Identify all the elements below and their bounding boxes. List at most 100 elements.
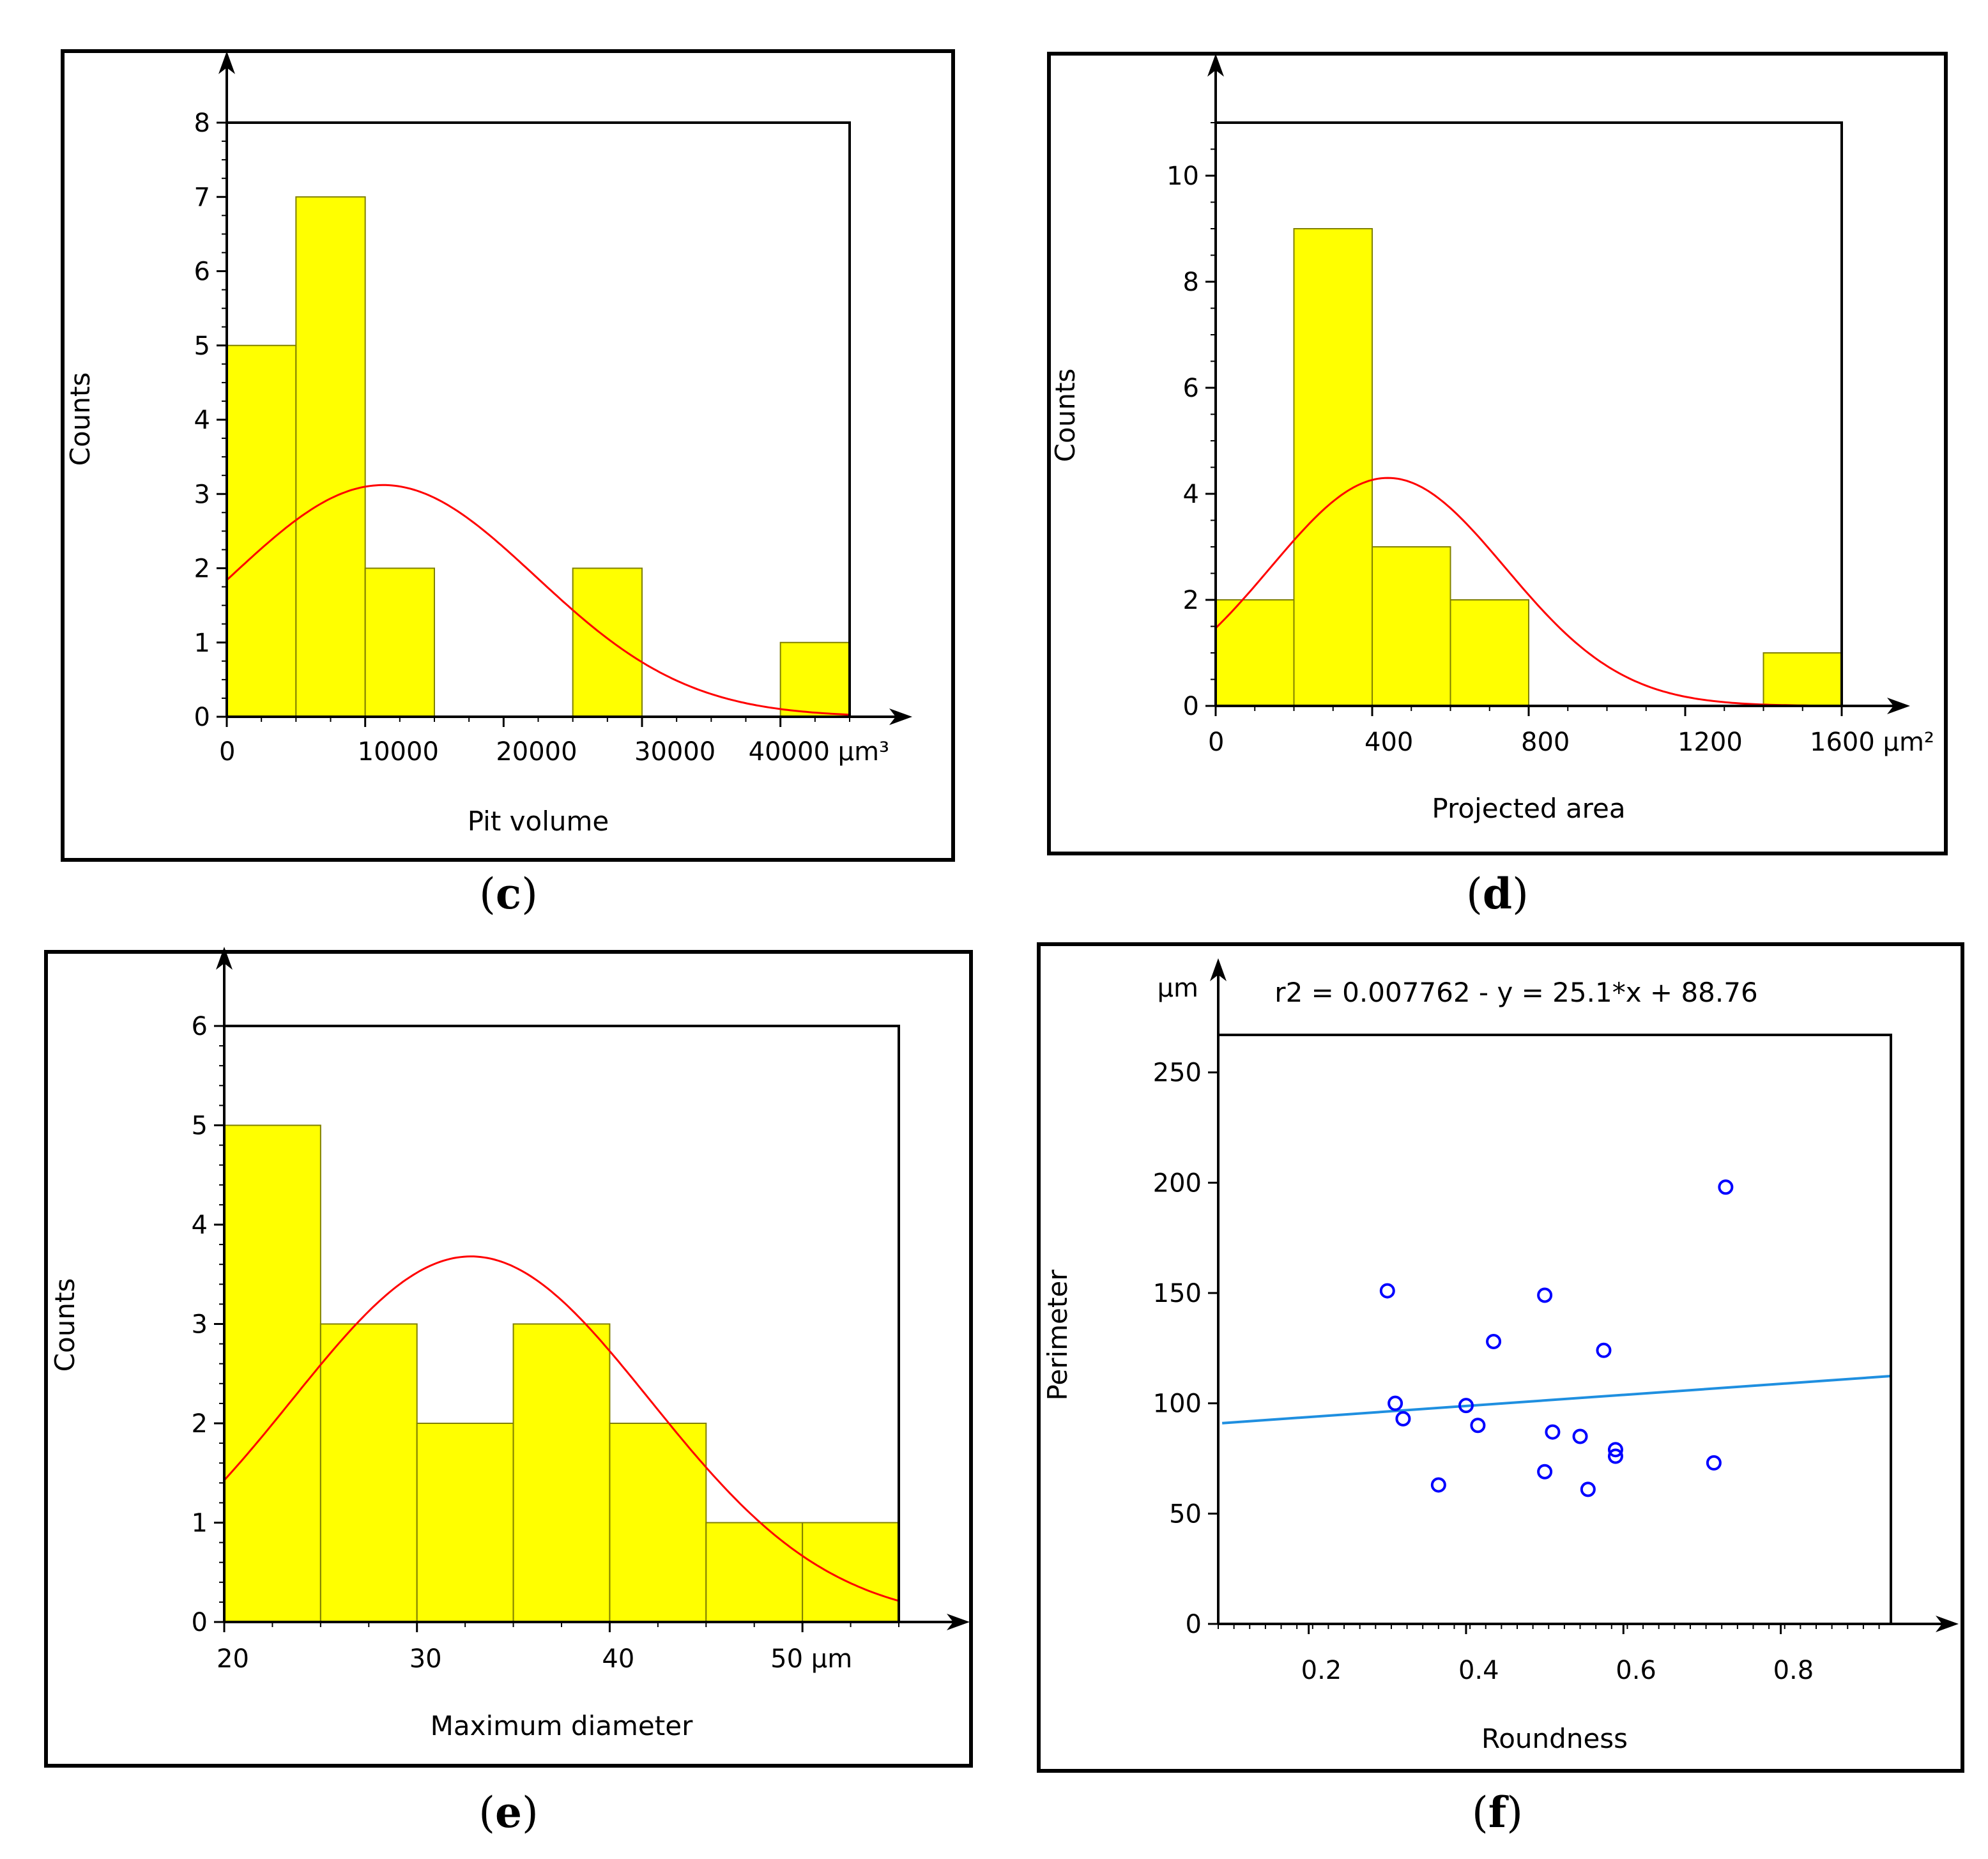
x-tick-label: 30 bbox=[409, 1644, 442, 1674]
y-axis-arrow bbox=[1210, 958, 1227, 981]
panel-c-histogram: 0 1 2 3 4 5 6 7 8 0 10000 20000 30000 40000 µm³ Pit vo… bbox=[61, 49, 955, 919]
scatter-point bbox=[1470, 1418, 1486, 1434]
histogram-bar bbox=[364, 567, 436, 717]
x-tick-label: 0.8 bbox=[1773, 1656, 1814, 1685]
y-tick-label: 200 bbox=[1153, 1168, 1202, 1198]
y-tick-label: 1 bbox=[194, 629, 210, 658]
x-tick-label: 0 bbox=[219, 737, 235, 767]
plot-box bbox=[227, 121, 851, 717]
panel-caption: (f) bbox=[1472, 1787, 1523, 1837]
panel-caption: (c) bbox=[479, 869, 538, 919]
x-tick-label: 40000 µm³ bbox=[749, 737, 889, 767]
panel-frame bbox=[61, 49, 955, 862]
x-tick-label: 1200 bbox=[1678, 728, 1743, 757]
scatter-point bbox=[1607, 1448, 1623, 1464]
y-axis-label: Counts bbox=[1050, 369, 1081, 463]
y-tick-label: 3 bbox=[194, 480, 210, 509]
histogram-bar bbox=[224, 1124, 321, 1623]
histogram-bar bbox=[609, 1423, 707, 1623]
y-tick-label: 3 bbox=[192, 1310, 208, 1340]
y-tick-label: 1 bbox=[192, 1509, 208, 1538]
y-tick-label: 6 bbox=[194, 257, 210, 287]
y-tick-label: 0 bbox=[1183, 692, 1199, 721]
normal-fit-curve bbox=[223, 1255, 899, 1602]
histogram-bar bbox=[295, 196, 366, 717]
histogram-bar bbox=[1449, 599, 1529, 707]
histogram-bar bbox=[512, 1323, 611, 1623]
histogram-bar bbox=[1762, 652, 1842, 707]
y-tick-label: 8 bbox=[1183, 268, 1199, 297]
x-tick-label: 40 bbox=[602, 1644, 634, 1674]
histogram-bar bbox=[705, 1522, 804, 1623]
y-tick-label: 7 bbox=[194, 183, 210, 212]
y-tick-label: 2 bbox=[192, 1409, 208, 1439]
panel-frame bbox=[1037, 942, 1964, 1773]
x-axis-arrow bbox=[1936, 1616, 1959, 1632]
scatter-point bbox=[1395, 1411, 1411, 1427]
x-axis-label: Roundness bbox=[1481, 1723, 1628, 1754]
y-axis-arrow bbox=[218, 51, 235, 74]
regression-annotation: r2 = 0.007762 - y = 25.1*x + 88.76 bbox=[1274, 977, 1757, 1008]
histogram-bar bbox=[1372, 546, 1451, 707]
y-tick-label: 0 bbox=[1186, 1610, 1202, 1639]
y-tick-label: 0 bbox=[192, 1608, 208, 1637]
y-tick-label: 100 bbox=[1153, 1389, 1202, 1419]
y-tick-label: 5 bbox=[194, 332, 210, 361]
y-tick-label: 5 bbox=[192, 1112, 208, 1141]
scatter-point bbox=[1580, 1481, 1596, 1497]
x-tick-label: 30000 bbox=[634, 737, 715, 767]
scatter-point bbox=[1486, 1333, 1502, 1349]
x-tick-label: 0.2 bbox=[1301, 1656, 1342, 1685]
x-tick-label: 10000 bbox=[358, 737, 439, 767]
scatter-point bbox=[1458, 1398, 1474, 1414]
histogram-bar bbox=[416, 1423, 514, 1623]
scatter-point bbox=[1537, 1287, 1553, 1303]
x-axis-label: Maximum diameter bbox=[431, 1710, 693, 1741]
y-tick-label: 4 bbox=[194, 406, 210, 435]
x-tick-label: 1600 µm² bbox=[1810, 728, 1934, 757]
x-axis-arrow bbox=[947, 1614, 970, 1630]
scatter-point bbox=[1388, 1395, 1403, 1411]
panel-frame bbox=[44, 950, 973, 1768]
y-axis-arrow bbox=[1207, 54, 1224, 77]
panel-caption: (d) bbox=[1466, 869, 1529, 919]
y-tick-label: 4 bbox=[192, 1211, 208, 1240]
y-tick-label: 6 bbox=[192, 1012, 208, 1041]
scatter-point bbox=[1537, 1464, 1553, 1480]
panel-caption: (e) bbox=[478, 1787, 539, 1837]
x-tick-label: 400 bbox=[1365, 728, 1413, 757]
x-axis-arrow bbox=[889, 708, 912, 725]
panel-frame bbox=[1047, 52, 1948, 855]
scatter-point bbox=[1607, 1442, 1623, 1458]
x-axis-label: Pit volume bbox=[468, 806, 609, 837]
panel-e-histogram: 0 1 2 3 4 5 6 20 30 40 50 µm Maximum diameter Counts… bbox=[44, 947, 973, 1837]
plot-box bbox=[1218, 1034, 1892, 1624]
scatter-point bbox=[1379, 1283, 1395, 1299]
x-axis-label: Projected area bbox=[1432, 793, 1625, 824]
panel-d-histogram: 0 2 4 6 8 10 0 400 800 1200 1600 µm² Projected area… bbox=[1047, 52, 1948, 919]
y-axis-label: Perimeter bbox=[1042, 1269, 1073, 1401]
scatter-point bbox=[1706, 1455, 1722, 1471]
y-tick-label: 4 bbox=[1183, 480, 1199, 509]
y-tick-label: 50 bbox=[1169, 1499, 1202, 1529]
y-tick-label: 150 bbox=[1153, 1279, 1202, 1308]
x-axis-arrow bbox=[1887, 698, 1910, 714]
y-tick-label: 250 bbox=[1153, 1059, 1202, 1088]
y-axis-label: Counts bbox=[65, 372, 96, 466]
regression-line bbox=[1222, 1375, 1892, 1425]
y-axis-label: Counts bbox=[49, 1278, 80, 1372]
histogram-bar bbox=[802, 1522, 899, 1623]
scatter-point bbox=[1545, 1424, 1561, 1440]
y-tick-label: 2 bbox=[1183, 586, 1199, 615]
histogram-bar bbox=[572, 567, 643, 717]
scatter-point bbox=[1430, 1477, 1446, 1493]
plot-box bbox=[1216, 121, 1843, 706]
x-tick-label: 0.6 bbox=[1616, 1656, 1656, 1685]
x-tick-label: 20 bbox=[217, 1644, 249, 1674]
x-tick-label: 800 bbox=[1521, 728, 1570, 757]
y-tick-label: 0 bbox=[194, 703, 210, 732]
y-unit-label: µm bbox=[1158, 974, 1198, 1003]
normal-fit-curve bbox=[226, 484, 850, 716]
histogram-bar bbox=[1293, 228, 1373, 707]
y-tick-label: 2 bbox=[194, 555, 210, 584]
